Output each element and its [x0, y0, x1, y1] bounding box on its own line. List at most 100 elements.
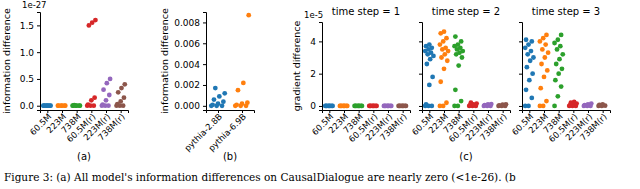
point	[245, 100, 250, 105]
x-axis: 60.5M223M738M60.5M(r)223M(r)738M(r)	[410, 110, 511, 144]
title: time step = 2	[432, 6, 501, 17]
points	[323, 104, 409, 109]
point	[445, 58, 450, 63]
y-tick: 0.0	[20, 101, 40, 111]
point	[546, 50, 551, 55]
point	[442, 66, 447, 71]
y-axis	[519, 23, 523, 111]
point	[541, 104, 546, 109]
y-tick: 1.5	[20, 21, 40, 31]
point	[382, 104, 387, 109]
y-tick-mark	[203, 43, 206, 44]
y-tick	[519, 41, 522, 42]
point	[212, 97, 217, 102]
points	[423, 29, 509, 108]
y-tick	[519, 106, 522, 107]
caption: Figure 3: (a) All model's information di…	[4, 171, 516, 183]
y-tick	[519, 74, 522, 75]
point	[555, 37, 560, 42]
y-axis-line	[37, 13, 41, 111]
y-tick: 2	[310, 69, 322, 79]
point	[217, 94, 222, 99]
point	[122, 82, 127, 87]
y-tick-label: 1.5	[20, 21, 34, 31]
y-tick: 0.000	[174, 101, 206, 111]
y-tick-mark	[37, 52, 40, 53]
point	[552, 104, 557, 109]
y-tick-label: 0.5	[20, 74, 34, 84]
point	[444, 100, 449, 105]
point	[368, 104, 373, 109]
point	[544, 99, 549, 104]
x-tick-label: 738M(r)	[378, 111, 409, 142]
point	[108, 77, 113, 82]
y-tick-label: 0	[310, 101, 316, 111]
point	[530, 71, 535, 76]
point	[504, 102, 509, 107]
y-tick-mark	[319, 74, 322, 75]
y-tick-mark	[203, 106, 206, 107]
y-tick-mark	[519, 41, 522, 42]
point	[55, 103, 60, 108]
y-tick-label: 0.004	[174, 60, 200, 70]
point	[444, 36, 449, 41]
point	[560, 52, 565, 57]
y-tick-label: 0.002	[174, 80, 200, 90]
point	[104, 98, 109, 103]
y-tick: 4	[310, 37, 322, 47]
y-tick-label: 0.006	[174, 39, 200, 49]
point	[554, 62, 559, 67]
y-label: gradient difference	[291, 20, 302, 111]
y-tick: 0.5	[20, 74, 40, 84]
y-tick-label: 2	[310, 69, 316, 79]
y-axis: 0 2 4	[310, 23, 322, 112]
point	[71, 103, 76, 108]
x-tick-label: 738M(r)	[96, 111, 127, 142]
panel: 60.5M223M738M60.5M(r)223M(r)738M(r) time …	[410, 6, 511, 162]
point	[72, 103, 77, 108]
point	[559, 84, 564, 89]
y-tick-mark	[419, 106, 422, 107]
point	[118, 99, 123, 104]
y-tick-mark	[519, 74, 522, 75]
y-tick-label: 0.0	[20, 101, 35, 111]
point	[438, 79, 443, 84]
y-tick-mark	[203, 22, 206, 23]
y-axis-line	[203, 13, 207, 111]
panel: 60.5M223M738M60.5M(r)223M(r)738M(r)time …	[510, 6, 611, 144]
point	[427, 42, 432, 47]
point	[221, 99, 226, 104]
point	[101, 87, 106, 92]
point	[424, 102, 429, 107]
point	[119, 86, 124, 91]
y-tick-mark	[319, 106, 322, 107]
point	[545, 68, 550, 73]
point	[442, 29, 447, 34]
y-tick-mark	[37, 106, 40, 107]
point	[556, 71, 561, 76]
points	[523, 33, 608, 109]
point	[527, 78, 532, 83]
point	[455, 104, 460, 109]
point	[459, 39, 464, 44]
y-label: information difference	[1, 8, 12, 114]
point	[572, 100, 577, 105]
point	[524, 65, 529, 70]
points	[209, 13, 251, 109]
point	[121, 103, 126, 108]
y-tick-mark	[519, 106, 522, 107]
point	[553, 78, 558, 83]
x-tick: 738M(r)	[578, 110, 609, 142]
x-label: (c)	[459, 151, 472, 162]
point	[397, 104, 402, 109]
point	[560, 66, 565, 71]
title: time step = 1	[332, 6, 401, 17]
point	[555, 94, 560, 99]
x-tick: 738M(r)	[96, 110, 127, 142]
point	[468, 100, 473, 105]
point	[542, 74, 547, 79]
point	[104, 81, 109, 86]
y-tick: 0	[310, 101, 322, 111]
y-tick-label: 4	[310, 37, 316, 47]
x-tick-label: pythia-6.9B	[206, 111, 248, 153]
